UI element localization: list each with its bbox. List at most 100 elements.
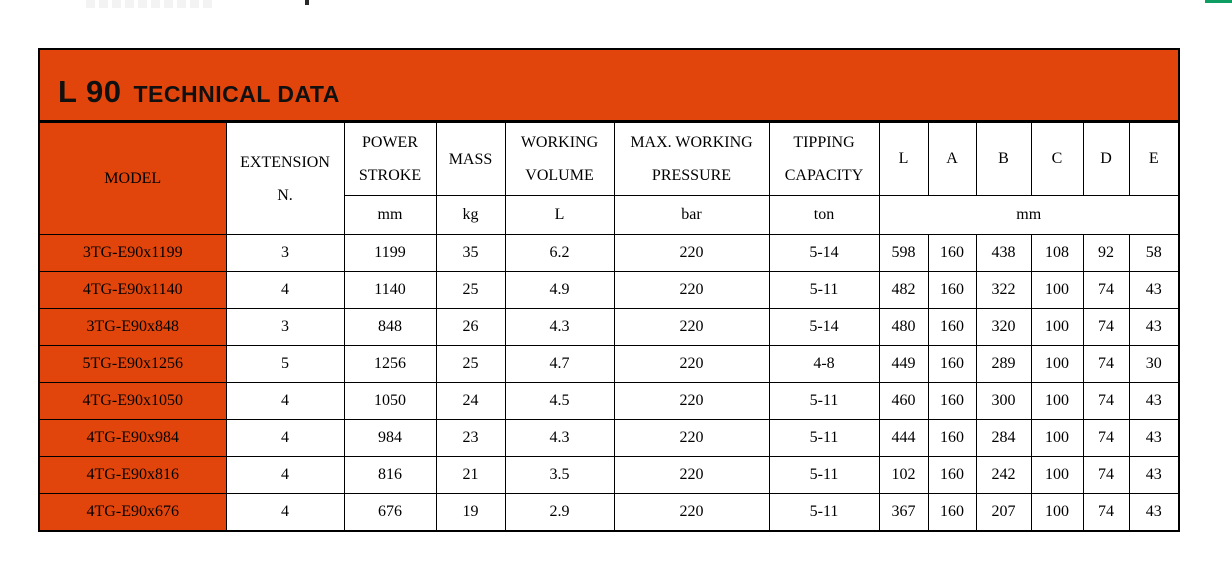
col-header-extension-n: EXTENSION N.: [225, 122, 345, 235]
col-header-extension-line2: N.: [277, 186, 293, 204]
cell-dim-e: 43: [1128, 456, 1180, 494]
cell-extension-n: 4: [225, 493, 345, 532]
cell-dim-d: 74: [1082, 345, 1130, 383]
cell-tipping-capacity: 5-11: [768, 419, 880, 457]
cell-dim-c: 100: [1030, 308, 1084, 346]
cell-tipping-capacity: 5-11: [768, 382, 880, 420]
col-header-dim-l: L: [878, 122, 929, 196]
col-header-working-volume: WORKING VOLUME: [504, 122, 615, 196]
cell-working-volume: 4.3: [504, 308, 615, 346]
table-row: 4TG-E90x816 4 816 21 3.5 220 5-11 102 160 242 100 7…: [38, 456, 1180, 494]
cell-mass: 25: [435, 271, 506, 309]
cell-dim-a: 160: [927, 382, 977, 420]
table-row: 5TG-E90x1256 5 1256 25 4.7 220 4-8 449 160 289 100…: [38, 345, 1180, 383]
col-header-dim-e: E: [1128, 122, 1180, 196]
cell-extension-n: 4: [225, 382, 345, 420]
cell-extension-n: 3: [225, 234, 345, 272]
cell-dim-e: 43: [1128, 493, 1180, 532]
col-header-dim-b: B: [975, 122, 1032, 196]
cell-dim-b: 284: [975, 419, 1032, 457]
green-accent-bar: [1205, 0, 1232, 3]
cell-dim-e: 58: [1128, 234, 1180, 272]
cell-working-volume: 6.2: [504, 234, 615, 272]
cell-max-working-pressure: 220: [613, 382, 770, 420]
cell-dim-d: 74: [1082, 271, 1130, 309]
table-row: 3TG-E90x848 3 848 26 4.3 220 5-14 480 160 320 100 7…: [38, 308, 1180, 346]
cell-power-stroke: 1256: [343, 345, 437, 383]
cell-power-stroke: 1140: [343, 271, 437, 309]
cell-working-volume: 3.5: [504, 456, 615, 494]
cell-dim-b: 438: [975, 234, 1032, 272]
table-title: L 90 TECHNICAL DATA: [58, 74, 340, 110]
cell-dim-e: 43: [1128, 419, 1180, 457]
table-title-bar: L 90 TECHNICAL DATA: [38, 48, 1180, 122]
col-header-tipping-capacity: TIPPING CAPACITY: [768, 122, 880, 196]
unit-cell-max-working-pressure: bar: [613, 195, 770, 235]
cell-mass: 35: [435, 234, 506, 272]
cell-max-working-pressure: 220: [613, 493, 770, 532]
technical-data-table: MODEL EXTENSION N. POWER STROKE MASS WOR…: [38, 122, 1180, 532]
table-row: 4TG-E90x1050 4 1050 24 4.5 220 5-11 460 160 300 10…: [38, 382, 1180, 420]
cell-dim-a: 160: [927, 419, 977, 457]
cell-mass: 21: [435, 456, 506, 494]
cell-dim-c: 100: [1030, 419, 1084, 457]
col-header-power-stroke: POWER STROKE: [343, 122, 437, 196]
cell-dim-d: 74: [1082, 308, 1130, 346]
cell-dim-c: 100: [1030, 456, 1084, 494]
cell-extension-n: 5: [225, 345, 345, 383]
cell-dim-l: 367: [878, 493, 929, 532]
cell-dim-b: 322: [975, 271, 1032, 309]
unit-cell-dimensions: mm: [878, 195, 1180, 235]
cell-dim-e: 30: [1128, 345, 1180, 383]
cell-max-working-pressure: 220: [613, 345, 770, 383]
cell-power-stroke: 676: [343, 493, 437, 532]
table-row: 4TG-E90x1140 4 1140 25 4.9 220 5-11 482 160 322 10…: [38, 271, 1180, 309]
cell-dim-l: 480: [878, 308, 929, 346]
table-row: 4TG-E90x676 4 676 19 2.9 220 5-11 367 160 207 100 7…: [38, 493, 1180, 532]
cell-dim-d: 74: [1082, 493, 1130, 532]
cell-tipping-capacity: 5-11: [768, 493, 880, 532]
cell-power-stroke: 1050: [343, 382, 437, 420]
cell-dim-e: 43: [1128, 308, 1180, 346]
cell-power-stroke: 816: [343, 456, 437, 494]
col-header-mass-label: MASS: [448, 150, 493, 168]
cell-mass: 24: [435, 382, 506, 420]
cell-dim-l: 444: [878, 419, 929, 457]
cell-tipping-capacity: 5-11: [768, 456, 880, 494]
cell-dim-e: 43: [1128, 271, 1180, 309]
cell-working-volume: 4.5: [504, 382, 615, 420]
col-header-max-working-pressure: MAX. WORKING PRESSURE: [613, 122, 770, 196]
cell-model: 5TG-E90x1256: [38, 345, 227, 383]
cell-mass: 23: [435, 419, 506, 457]
cell-dim-d: 74: [1082, 419, 1130, 457]
col-header-tipping-capacity-line2: CAPACITY: [784, 167, 864, 184]
cell-dim-l: 102: [878, 456, 929, 494]
cell-tipping-capacity: 5-14: [768, 308, 880, 346]
cell-dim-b: 207: [975, 493, 1032, 532]
cell-dim-e: 43: [1128, 382, 1180, 420]
cell-dim-a: 160: [927, 308, 977, 346]
cell-mass: 26: [435, 308, 506, 346]
cell-dim-a: 160: [927, 493, 977, 532]
cell-dim-a: 160: [927, 271, 977, 309]
cell-dim-l: 460: [878, 382, 929, 420]
col-header-dim-a: A: [927, 122, 977, 196]
col-header-power-stroke-line1: POWER: [362, 134, 418, 151]
cell-mass: 19: [435, 493, 506, 532]
cell-model: 4TG-E90x984: [38, 419, 227, 457]
cell-dim-l: 482: [878, 271, 929, 309]
cell-dim-b: 289: [975, 345, 1032, 383]
col-header-model: MODEL: [38, 122, 227, 235]
cell-working-volume: 4.7: [504, 345, 615, 383]
cell-extension-n: 4: [225, 419, 345, 457]
cell-model: 4TG-E90x1050: [38, 382, 227, 420]
cell-dim-b: 300: [975, 382, 1032, 420]
technical-data-sheet: L 90 TECHNICAL DATA MODEL EXTENSION N. P: [38, 48, 1180, 532]
series-name: L 90: [58, 74, 122, 109]
cell-dim-a: 160: [927, 234, 977, 272]
cell-dim-c: 108: [1030, 234, 1084, 272]
cropped-text-remnant: [305, 0, 309, 5]
cell-dim-d: 74: [1082, 456, 1130, 494]
cell-dim-a: 160: [927, 345, 977, 383]
col-header-extension-line1: EXTENSION: [240, 153, 330, 171]
